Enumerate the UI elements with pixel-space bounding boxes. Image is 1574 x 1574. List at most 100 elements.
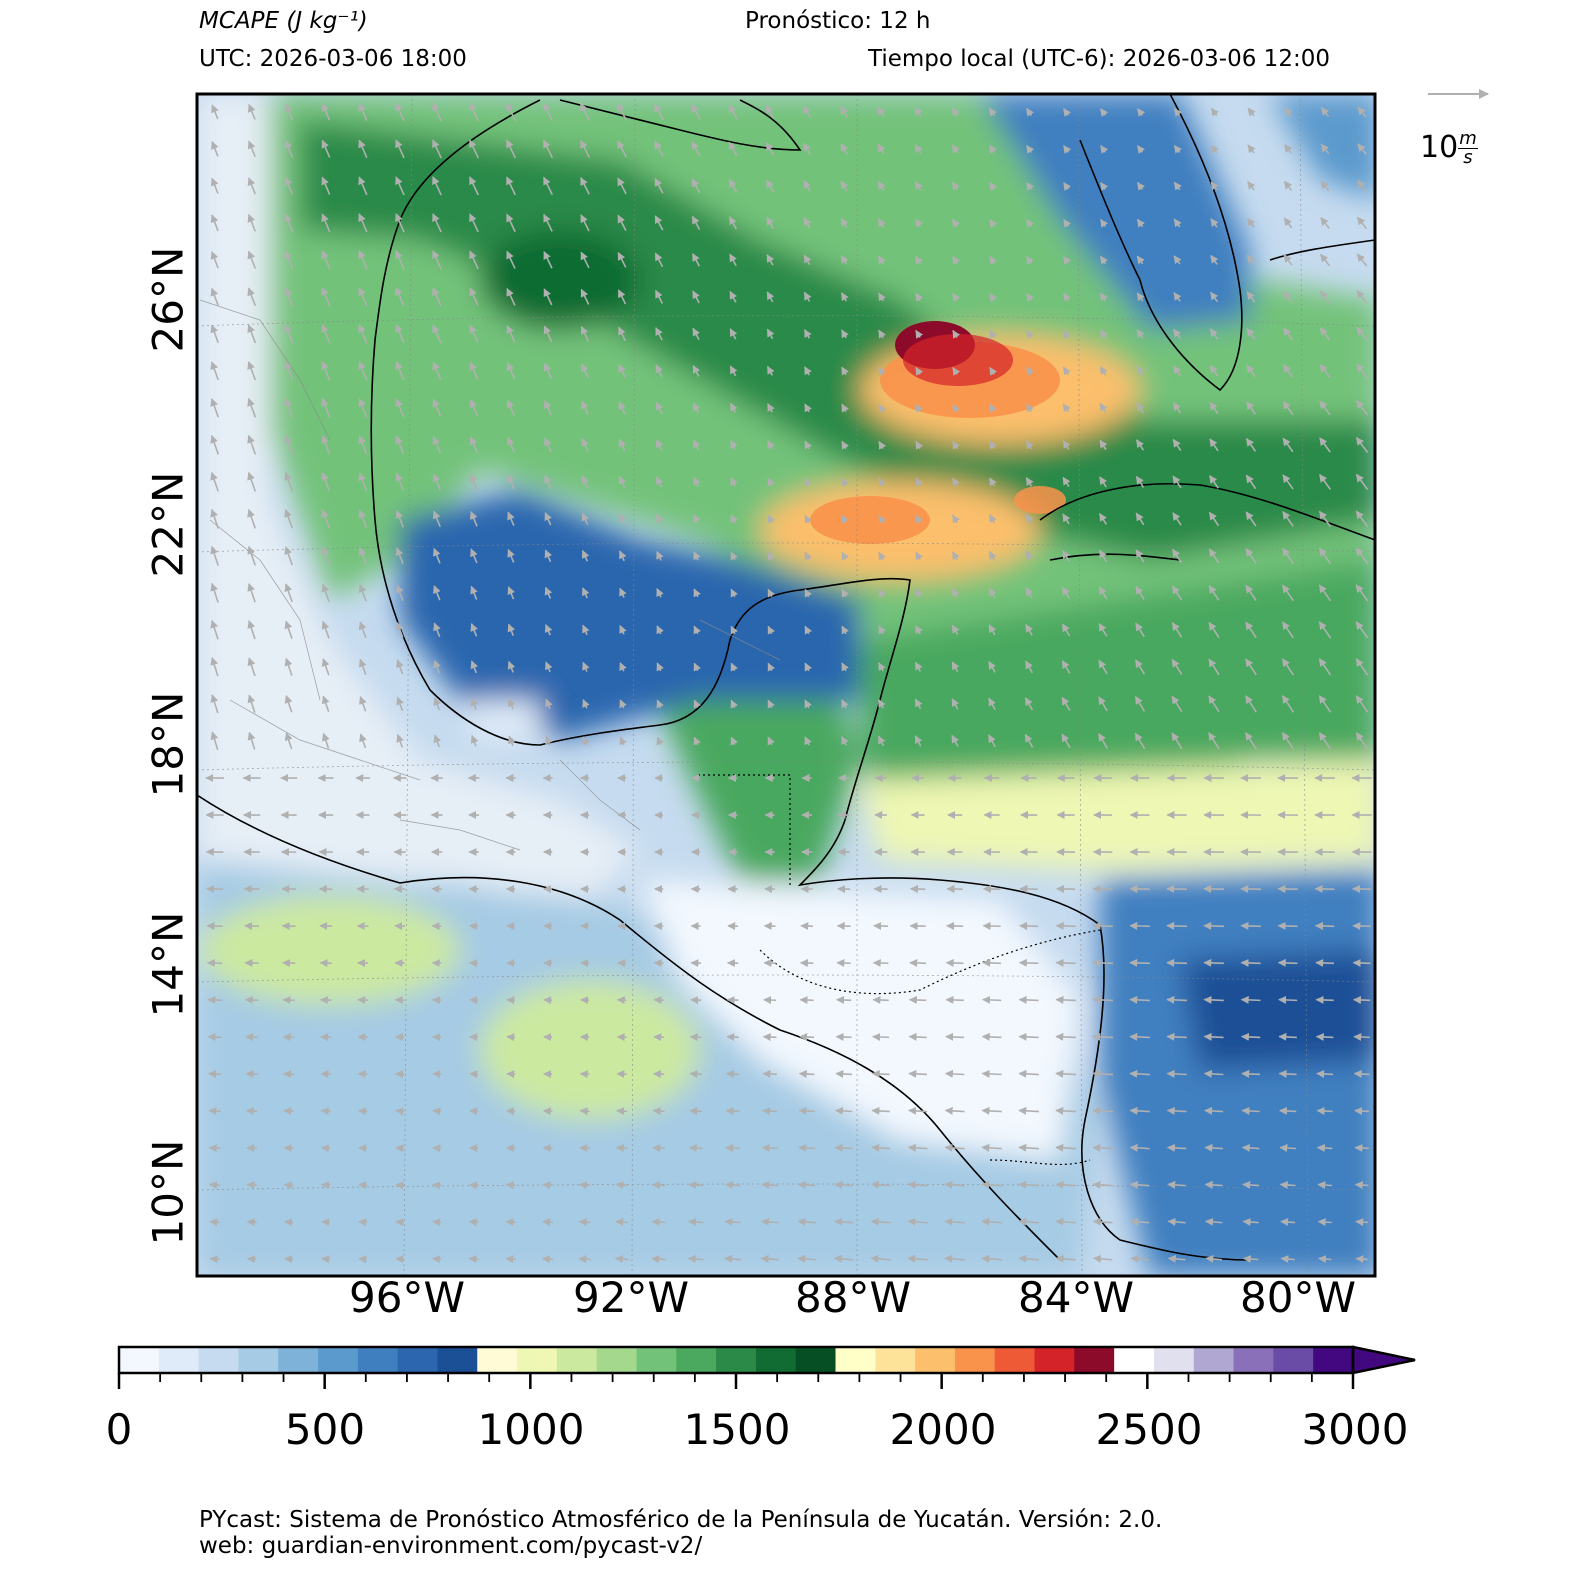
- wind-vector: [619, 550, 627, 562]
- wind-vector: [981, 1254, 1003, 1263]
- wind-vector: [358, 546, 367, 565]
- wind-vector: [1025, 623, 1033, 636]
- wind-vector: [396, 621, 404, 638]
- wind-vector: [1136, 108, 1146, 117]
- wind-vector: [616, 1070, 627, 1079]
- wind-vector: [1318, 658, 1332, 676]
- wind-vector: [798, 1069, 815, 1078]
- wind-vector: [1318, 732, 1332, 750]
- wind-vector: [762, 1033, 777, 1042]
- wind-vector: [988, 144, 997, 154]
- wind-vector: [725, 1070, 740, 1079]
- wind-vector: [804, 736, 812, 746]
- wind-vector: [1209, 291, 1219, 303]
- wind-vector: [1098, 586, 1108, 600]
- wind-vector: [614, 1255, 629, 1264]
- wind-vector: [726, 1033, 739, 1042]
- wind-vector: [432, 139, 442, 159]
- wind-vector: [321, 732, 330, 749]
- wind-vector: [616, 103, 628, 121]
- wind-vector: [617, 289, 627, 305]
- wind-vector: [468, 139, 480, 159]
- wind-vector: [619, 587, 627, 598]
- wind-vector: [952, 218, 960, 228]
- wind-vector: [915, 477, 924, 487]
- wind-vector: [841, 329, 849, 339]
- wind-vector: [914, 735, 923, 747]
- wind-vector: [321, 139, 331, 158]
- wind-vector: [432, 102, 442, 122]
- wind-vector: [321, 1255, 331, 1264]
- wind-vector: [878, 514, 887, 524]
- wind-vector: [724, 1254, 742, 1263]
- wind-vector: [907, 1254, 928, 1263]
- wind-vector: [619, 736, 627, 746]
- wind-vector: [952, 477, 960, 487]
- wind-vector: [689, 1033, 702, 1042]
- colorbar-swatch: [636, 1347, 677, 1373]
- wind-vector: [1318, 584, 1332, 602]
- colorbar-swatch: [1313, 1347, 1354, 1373]
- footer-web-url[interactable]: web: guardian-environment.com/pycast-v2/: [199, 1533, 703, 1559]
- wind-vector: [654, 215, 664, 231]
- wind-vector: [619, 624, 627, 635]
- wind-vector: [581, 475, 589, 489]
- wind-vector: [1282, 547, 1294, 565]
- wind-vector: [545, 661, 553, 673]
- wind-vector: [1278, 1069, 1297, 1078]
- wind-vector: [543, 176, 553, 195]
- wind-vector: [951, 734, 959, 747]
- wind-vector: [1173, 255, 1182, 265]
- wind-vector: [1024, 660, 1034, 674]
- wind-vector: [1282, 474, 1294, 490]
- wind-vector: [1061, 623, 1071, 637]
- wind-vector: [989, 440, 997, 450]
- colorbar-tick-500: 500: [284, 1405, 366, 1454]
- wind-vector: [907, 1217, 928, 1226]
- wind-vector: [1241, 1143, 1260, 1152]
- wind-vector: [246, 1218, 257, 1227]
- wind-vector: [654, 103, 664, 121]
- wind-vector: [1246, 217, 1256, 228]
- wind-vector: [841, 403, 849, 413]
- wind-vector: [908, 1106, 928, 1115]
- wind-vector: [952, 255, 961, 265]
- wind-vector: [1356, 253, 1368, 267]
- wind-vector: [654, 252, 664, 268]
- footer-system-name: PYcast: Sistema de Pronóstico Atmosféric…: [199, 1507, 1163, 1533]
- wind-vector: [1099, 439, 1108, 451]
- wind-vector: [878, 551, 886, 561]
- wind-vector: [767, 699, 775, 709]
- wind-vector: [1099, 329, 1108, 339]
- wind-vector: [1099, 292, 1108, 302]
- wind-vector: [765, 142, 775, 156]
- wind-vector: [469, 213, 479, 233]
- wind-vector: [878, 477, 887, 487]
- wind-vector: [1205, 1254, 1222, 1263]
- wind-vector: [544, 474, 552, 489]
- wind-vector: [1355, 695, 1369, 713]
- wind-vector: [1277, 958, 1298, 967]
- wind-vector: [729, 365, 738, 377]
- wind-vector: [1166, 1032, 1187, 1041]
- wind-vector: [1317, 1181, 1333, 1190]
- wind-vector: [1063, 145, 1072, 154]
- wind-vector: [841, 625, 849, 635]
- wind-vector: [358, 1218, 368, 1227]
- wind-vector: [284, 397, 294, 418]
- wind-vector: [358, 398, 368, 418]
- wind-vector: [1318, 547, 1332, 565]
- wind-vector: [1019, 921, 1039, 930]
- wind-vector: [1280, 1255, 1295, 1264]
- wind-vector: [840, 180, 849, 192]
- wind-vector: [1097, 732, 1109, 749]
- wind-vector: [1018, 1106, 1039, 1115]
- wind-vector: [543, 325, 553, 343]
- wind-vector: [1204, 1217, 1223, 1226]
- wind-vector: [1098, 696, 1108, 712]
- wind-vector: [798, 1106, 815, 1115]
- wind-vector: [505, 1218, 516, 1227]
- wind-vector: [1242, 1255, 1259, 1263]
- wind-vector: [835, 1069, 852, 1078]
- wind-vector: [358, 435, 368, 455]
